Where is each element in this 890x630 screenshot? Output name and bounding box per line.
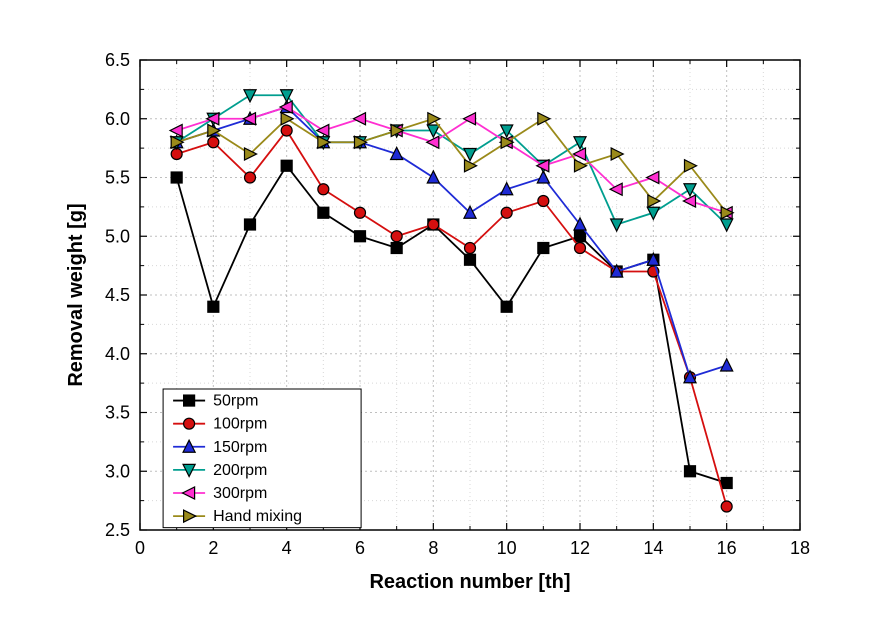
x-tick-label: 0 (135, 538, 145, 558)
x-tick-label: 16 (717, 538, 737, 558)
y-tick-label: 6.5 (105, 50, 130, 70)
x-tick-label: 12 (570, 538, 590, 558)
x-axis-label: Reaction number [th] (369, 571, 570, 593)
legend-item-label: 200rpm (213, 462, 267, 479)
legend-item-label: Hand mixing (213, 508, 302, 525)
y-tick-label: 5.5 (105, 168, 130, 188)
x-tick-label: 4 (282, 538, 292, 558)
y-tick-label: 4.5 (105, 285, 130, 305)
x-tick-label: 2 (208, 538, 218, 558)
y-tick-label: 5.0 (105, 226, 130, 246)
y-tick-label: 2.5 (105, 520, 130, 540)
y-tick-label: 6.0 (105, 109, 130, 129)
x-tick-label: 18 (790, 538, 810, 558)
x-tick-label: 14 (643, 538, 663, 558)
legend-item-label: 100rpm (213, 416, 267, 433)
legend-item-label: 50rpm (213, 393, 258, 410)
y-tick-label: 3.5 (105, 403, 130, 423)
legend-item-label: 300rpm (213, 485, 267, 502)
y-axis-label: Removal weight [g] (65, 203, 87, 386)
x-tick-label: 6 (355, 538, 365, 558)
y-tick-label: 3.0 (105, 461, 130, 481)
legend: 50rpm 100rpm 150rpm 200rpm 300rpm Hand mixing (163, 389, 361, 528)
y-tick-label: 4.0 (105, 344, 130, 364)
legend-item-label: 150rpm (213, 439, 267, 456)
x-tick-label: 8 (428, 538, 438, 558)
removal-weight-chart: 0 2 4 6 8 10 12 14 16 18 2.5 3.0 3.5 4.0 4.5 5.0 5.5 6.0 6… (0, 0, 890, 630)
x-tick-label: 10 (497, 538, 517, 558)
